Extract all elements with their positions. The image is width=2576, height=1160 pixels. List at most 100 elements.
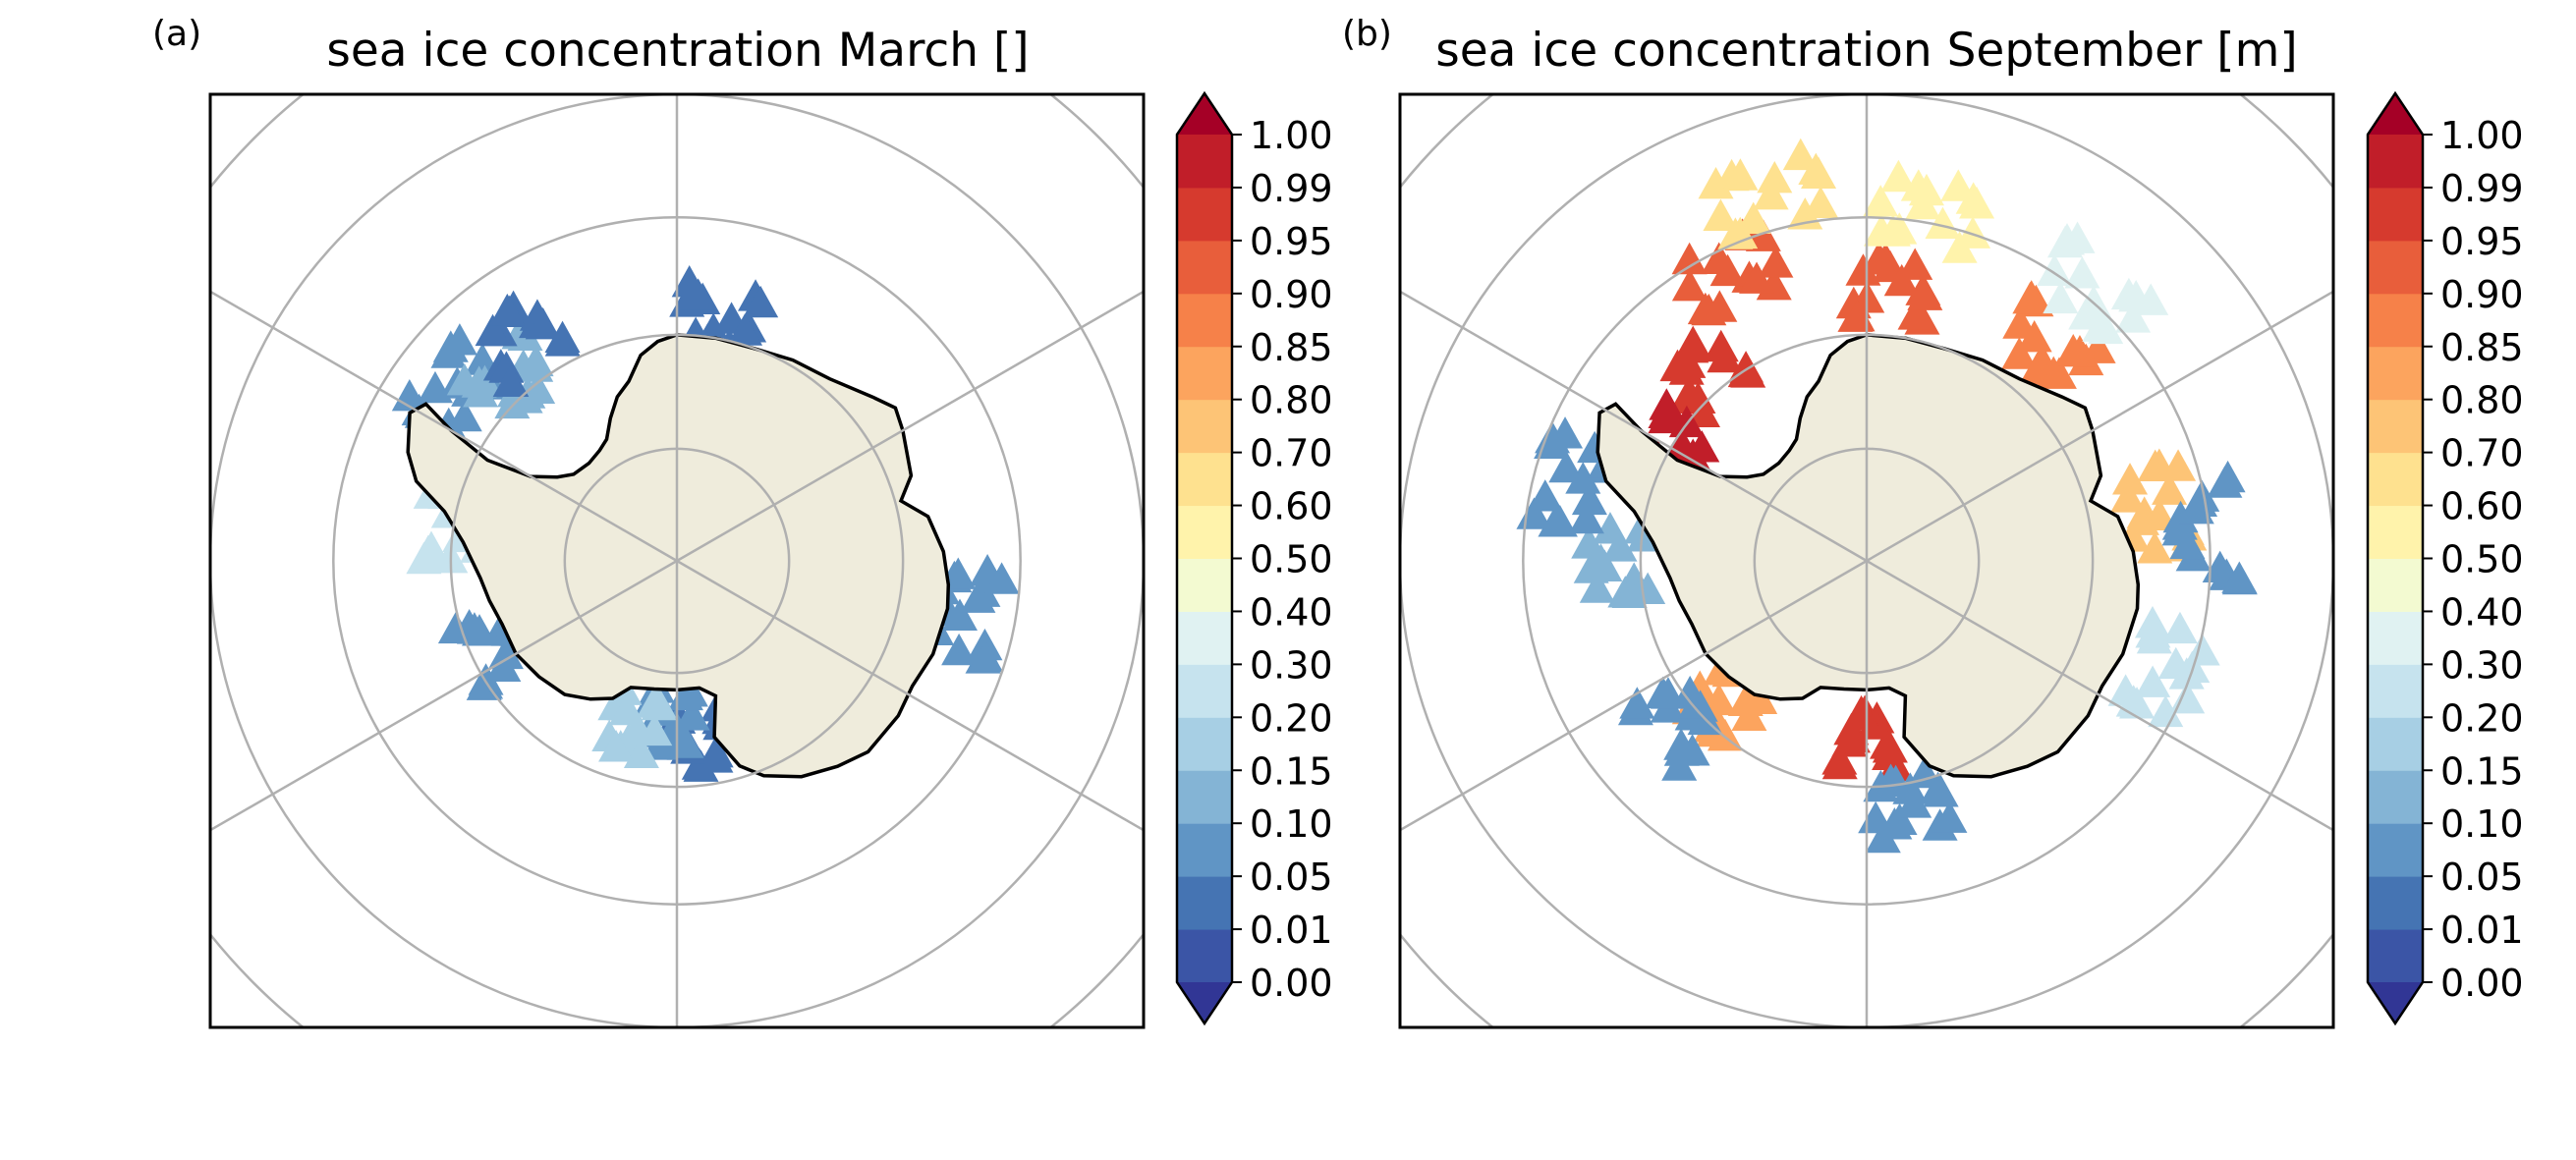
colorbar-tick-label: 0.00 xyxy=(2440,962,2524,1005)
ice-cell xyxy=(1601,529,1638,562)
ice-cell xyxy=(2012,281,2048,314)
ice-cell xyxy=(1739,261,1775,294)
ice-cell xyxy=(1798,152,1834,186)
colorbar-tick-label: 0.40 xyxy=(2440,590,2524,634)
ice-cell xyxy=(2110,480,2147,513)
ice-cell xyxy=(1534,426,1570,459)
colorbar-tick-label: 0.90 xyxy=(1250,273,1333,316)
colorbar-segment xyxy=(2368,240,2423,295)
colorbar-tick-label: 0.50 xyxy=(1250,538,1333,581)
colorbar-tick-label: 1.00 xyxy=(2440,114,2524,157)
ice-cell xyxy=(461,365,497,398)
ice-cell xyxy=(1843,694,1879,728)
ice-cell xyxy=(941,633,978,666)
ice-cell xyxy=(968,639,1004,673)
ice-cell xyxy=(1538,505,1574,537)
map-b xyxy=(1400,94,2333,1027)
ice-cell xyxy=(1717,217,1754,249)
ice-cell xyxy=(1722,158,1759,191)
ice-cell xyxy=(1703,329,1739,362)
ice-cell xyxy=(1698,167,1734,199)
colorbar-segment xyxy=(1177,770,1232,824)
ice-cell xyxy=(2016,319,2052,353)
ice-layer-b xyxy=(1516,138,2258,854)
ice-cell xyxy=(1672,381,1708,414)
colorbar-segment xyxy=(2368,823,2423,877)
panel-b: (b) sea ice concentration September [m] … xyxy=(1342,14,2524,1029)
ice-cell xyxy=(2148,694,2184,728)
colorbar-segment xyxy=(2368,717,2423,771)
ice-cell xyxy=(492,364,529,397)
ice-cell xyxy=(1845,253,1881,286)
ice-cell xyxy=(727,313,763,346)
colorbar-a: 1.00 0.99 0.95 0.90 0.85 0.80 0.70 0.60 0.50 0.40… xyxy=(1175,90,1333,1026)
colorbar-tick-label: 0.00 xyxy=(1250,962,1333,1005)
ice-cell xyxy=(2137,531,2173,564)
colorbar-tick-label: 0.40 xyxy=(1250,590,1333,634)
colorbar-segment xyxy=(2368,187,2423,242)
colorbar-tick-label: 0.60 xyxy=(2440,485,2524,528)
colorbar-segment xyxy=(2368,664,2423,718)
colorbar-tick-label: 0.80 xyxy=(2440,379,2524,422)
ice-cell xyxy=(608,692,644,726)
graticule-b xyxy=(1400,94,2333,1027)
ice-cell xyxy=(1701,242,1737,274)
ice-cell xyxy=(2137,449,2173,482)
ice-cell xyxy=(672,675,708,707)
ice-cell xyxy=(1883,263,1920,297)
colorbar-tick-label: 0.85 xyxy=(2440,326,2524,369)
ice-cell xyxy=(1753,177,1789,210)
ice-cell xyxy=(1703,198,1739,232)
ice-cell xyxy=(2207,466,2243,498)
ice-cell xyxy=(518,350,554,382)
ice-cell xyxy=(2043,281,2079,314)
colorbar-segment xyxy=(2368,505,2423,559)
colorbar-tick-label: 0.20 xyxy=(1250,696,1333,740)
ice-cell xyxy=(1648,396,1684,429)
ice-cell xyxy=(680,278,716,310)
colorbar-segment xyxy=(2368,399,2423,454)
ice-cell xyxy=(1579,571,1615,603)
colorbar-segment xyxy=(2368,346,2423,401)
ice-cell xyxy=(475,313,511,347)
colorbar-tick-label: 1.00 xyxy=(1250,114,1333,157)
ice-cell xyxy=(462,614,498,646)
colorbar-segment xyxy=(1177,664,1232,718)
ice-cell xyxy=(1592,512,1628,544)
meridian-line xyxy=(1866,290,2333,563)
ice-cell xyxy=(2115,301,2152,333)
colorbar-tick-label: 0.05 xyxy=(1250,856,1333,899)
ice-cell xyxy=(1861,242,1897,274)
colorbar-tick-label: 0.10 xyxy=(2440,802,2524,846)
ice-cell xyxy=(1731,698,1767,731)
ice-cell xyxy=(2075,285,2111,317)
ice-cell xyxy=(2118,280,2155,312)
ice-cell xyxy=(1565,462,1601,494)
ice-cell xyxy=(2046,225,2083,258)
colorbar-segment xyxy=(2368,293,2423,348)
meridian-line xyxy=(676,559,1144,832)
colorbar-tick-label: 0.99 xyxy=(1250,167,1333,210)
ice-cell xyxy=(1527,479,1563,512)
ice-cell xyxy=(2169,526,2206,560)
ice-cell xyxy=(1876,807,1913,840)
ice-cell xyxy=(1875,214,1911,247)
ice-cell xyxy=(2061,334,2098,367)
colorbar-segment xyxy=(1177,346,1232,401)
ice-cell xyxy=(1803,186,1839,218)
ice-cell xyxy=(983,562,1020,594)
panel-b-label: (b) xyxy=(1342,14,1392,54)
meridian-line xyxy=(1400,290,1868,563)
ice-cell xyxy=(941,598,978,631)
colorbar-extend-min xyxy=(1177,982,1232,1023)
ice-cell xyxy=(2134,606,2170,638)
colorbar-segment xyxy=(1177,505,1232,559)
ice-cell xyxy=(2001,337,2038,369)
ice-cell xyxy=(1925,206,1961,240)
ice-cell xyxy=(1908,173,1944,206)
meridian-line xyxy=(210,559,678,832)
ice-cell xyxy=(1668,405,1705,438)
map-frame-a xyxy=(208,92,1146,1029)
ice-cell xyxy=(1650,677,1686,709)
